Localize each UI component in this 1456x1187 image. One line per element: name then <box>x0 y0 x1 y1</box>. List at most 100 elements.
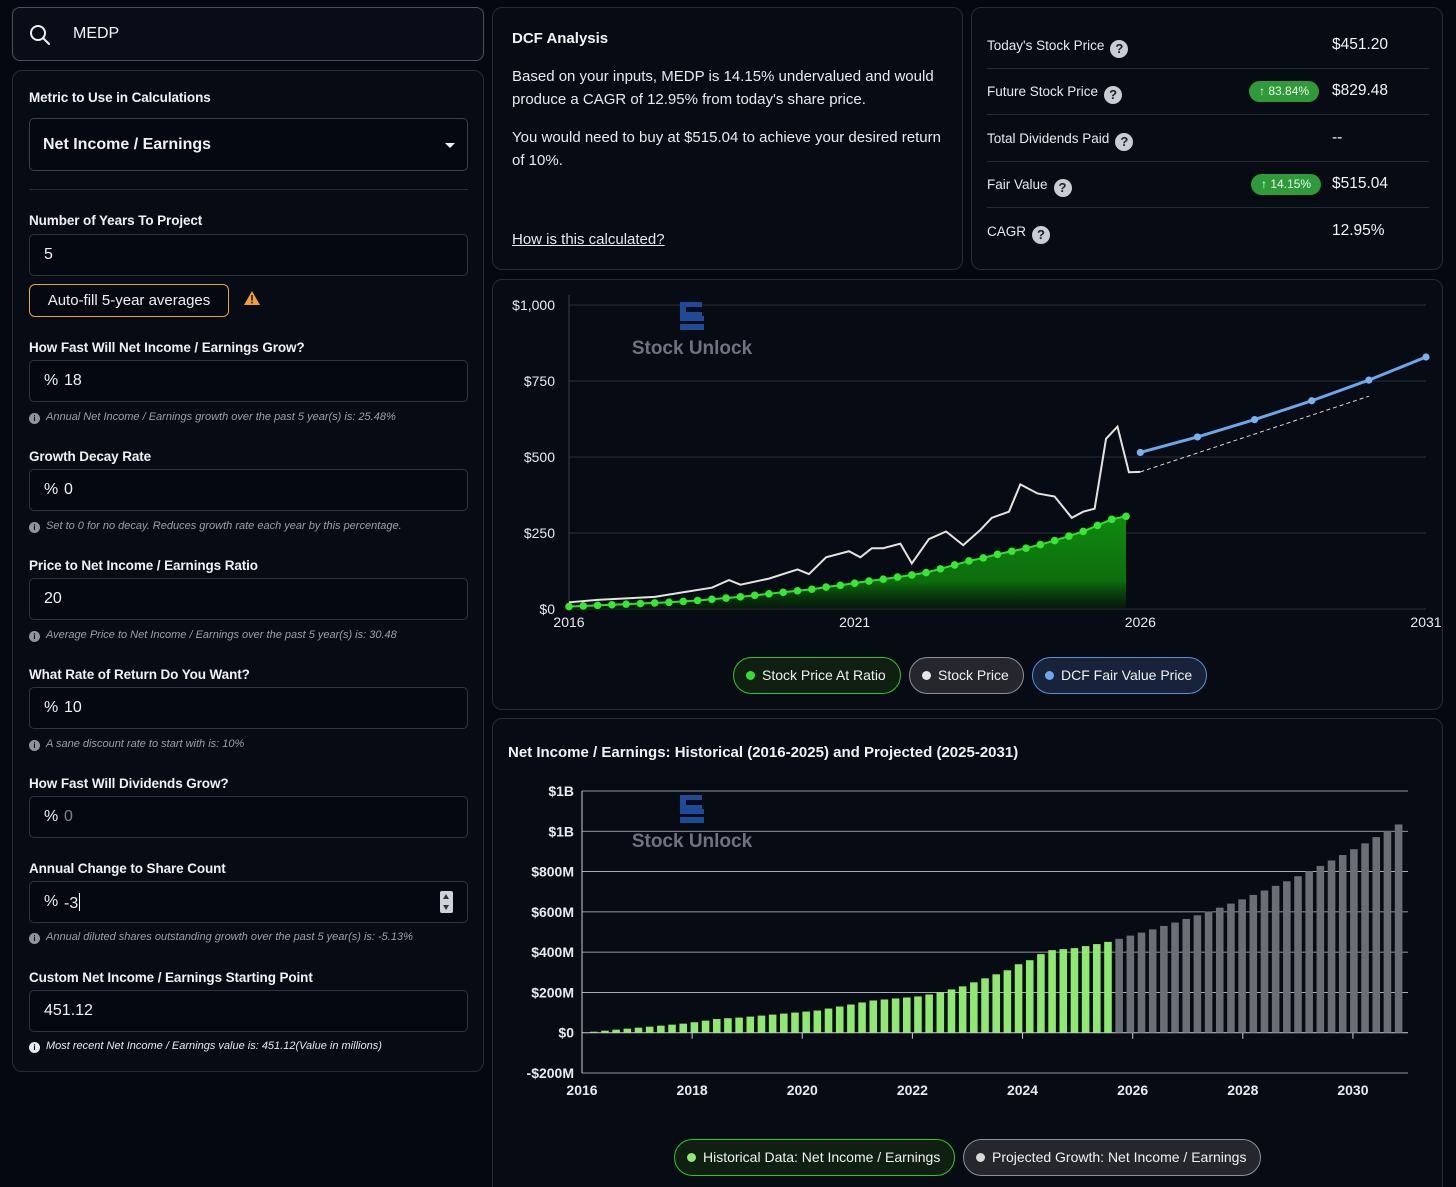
x-tick-label: 2020 <box>787 1082 818 1098</box>
historical-bar <box>981 978 989 1033</box>
x-tick-label: 2016 <box>553 614 584 630</box>
stock-price-at-ratio-point <box>650 599 659 607</box>
y-tick-label: -$200M <box>527 1065 574 1081</box>
stock-price-at-ratio-point <box>779 588 788 597</box>
percent-sign: % <box>44 893 59 910</box>
logo-icon <box>680 795 704 823</box>
x-tick-label: 2028 <box>1227 1082 1258 1098</box>
legend-label: Projected Growth: Net Income / Earnings <box>992 1149 1247 1165</box>
decay-hint: i Set to 0 for no decay. Reduces growth r… <box>29 520 402 533</box>
ratio-hint-text: Average Price to Net Income / Earnings o… <box>46 629 397 641</box>
start-hint-text: Most recent Net Income / Earnings value … <box>46 1040 382 1052</box>
historical-bar <box>1014 964 1023 1033</box>
stock-price-at-ratio-point <box>636 599 645 608</box>
stock-price-at-ratio-point <box>765 590 773 598</box>
search-box[interactable]: MEDP <box>12 7 484 61</box>
start-label: Custom Net Income / Earnings Starting Po… <box>29 970 313 985</box>
stock-price-at-ratio-point <box>693 596 702 605</box>
help-icon[interactable]: ? <box>1104 86 1123 104</box>
projected-bar <box>1204 911 1213 1033</box>
stock-price-at-ratio-point <box>836 581 845 590</box>
historical-bar <box>891 998 900 1033</box>
dcf-fair-value-point <box>1422 353 1430 361</box>
historical-bar <box>1003 970 1012 1033</box>
historical-bar <box>780 1013 788 1033</box>
decay-input[interactable]: % 0 <box>29 469 468 511</box>
historical-bar <box>1081 946 1090 1033</box>
dcf-summary: Based on your inputs, MEDP is 14.15% und… <box>512 68 934 108</box>
decay-hint-text: Set to 0 for no decay. Reduces growth ra… <box>46 520 402 532</box>
legend-projected[interactable]: Projected Growth: Net Income / Earnings <box>963 1139 1262 1176</box>
ratio-value: 20 <box>44 590 62 607</box>
projected-bar <box>1227 903 1235 1033</box>
stock-price-at-ratio-point <box>893 573 902 581</box>
projected-bar <box>1350 849 1358 1033</box>
start-input[interactable]: 451.12 <box>29 990 468 1032</box>
years-input[interactable]: 5 <box>29 234 468 276</box>
projected-bar <box>1294 876 1302 1033</box>
stock-price-at-ratio-point <box>936 565 945 573</box>
stock-price-at-ratio-point <box>922 568 930 577</box>
dividend-input[interactable]: % 0 <box>29 796 468 838</box>
dcf-buy-price: You would need to buy at $515.04 to achi… <box>512 129 941 169</box>
help-icon[interactable]: ? <box>1032 226 1051 244</box>
years-label: Number of Years To Project <box>29 213 203 228</box>
legend-stock-price-at-ratio[interactable]: Stock Price At Ratio <box>733 657 901 694</box>
projected-bar <box>1238 899 1246 1033</box>
how-calculated-link[interactable]: How is this calculated? <box>512 231 665 248</box>
search-input[interactable]: MEDP <box>73 25 120 42</box>
info-icon: i <box>29 631 40 642</box>
info-icon: i <box>29 933 40 944</box>
autofill-button[interactable]: Auto-fill 5-year averages <box>29 284 229 317</box>
stock-price-at-ratio-point <box>965 557 973 565</box>
historical-bar <box>612 1029 620 1033</box>
historical-bar <box>1048 950 1056 1033</box>
projected-bar <box>1126 935 1135 1033</box>
growth-input[interactable]: % 18 <box>29 360 468 402</box>
percent-sign: % <box>44 808 59 825</box>
legend-historical[interactable]: Historical Data: Net Income / Earnings <box>674 1139 956 1176</box>
ratio-label: Price to Net Income / Earnings Ratio <box>29 558 258 573</box>
legend-dot <box>1045 671 1054 680</box>
projected-bar <box>1327 860 1336 1033</box>
legend-dcf-fair-value[interactable]: DCF Fair Value Price <box>1032 657 1208 694</box>
fair-value-value: $515.04 <box>1332 175 1389 192</box>
stock-price-line <box>568 424 1141 604</box>
metric-select[interactable]: Net Income / Earnings <box>29 118 468 171</box>
projected-bar <box>1271 885 1280 1033</box>
help-icon[interactable]: ? <box>1110 40 1129 58</box>
help-icon[interactable]: ? <box>1053 179 1072 197</box>
future-change-badge: ↑ 83.84% <box>1249 81 1320 102</box>
historical-bar <box>947 989 956 1033</box>
historical-bar <box>802 1011 810 1033</box>
historical-bar <box>869 1000 878 1033</box>
y-tick-label: $600M <box>531 904 574 920</box>
x-tick-label: 2024 <box>1007 1082 1038 1098</box>
legend-stock-price[interactable]: Stock Price <box>909 657 1024 694</box>
projected-bar <box>1383 830 1392 1033</box>
future-price-label-text: Future Stock Price <box>987 84 1099 99</box>
earnings-chart-panel: Net Income / Earnings: Historical (2016-… <box>492 718 1443 1187</box>
return-input[interactable]: % 10 <box>29 687 468 729</box>
help-icon[interactable]: ? <box>1115 133 1134 151</box>
price-chart-panel: $0 $250 $500 $750 $1,000 2016 2021 2026 2031 Stoc… <box>492 279 1443 710</box>
share-hint: i Annual diluted shares outstanding growt… <box>29 931 413 944</box>
stepper-icon[interactable] <box>440 891 453 913</box>
legend-dot <box>922 671 931 680</box>
future-price-row: Future Stock Price? ↑ 83.84% $829.48 <box>987 69 1429 115</box>
legend-label: Stock Price At Ratio <box>762 667 886 683</box>
projected-bar <box>1193 915 1202 1033</box>
fair-value-label: Fair Value? <box>987 177 1072 197</box>
search-icon <box>30 25 50 45</box>
historical-bar <box>768 1014 777 1033</box>
x-tick-label: 2026 <box>1125 614 1156 630</box>
ratio-input[interactable]: 20 <box>29 578 468 620</box>
x-tick-label: 2030 <box>1337 1082 1368 1098</box>
dcf-fair-value-point <box>1193 433 1202 441</box>
stock-price-at-ratio-area <box>569 516 1127 609</box>
historical-bar <box>757 1015 766 1033</box>
share-input[interactable]: % -3 <box>29 881 468 923</box>
stock-price-at-ratio-point <box>579 602 588 610</box>
y-tick-label: $500 <box>524 449 555 465</box>
today-price-row: Today's Stock Price? $451.20 <box>987 23 1429 69</box>
